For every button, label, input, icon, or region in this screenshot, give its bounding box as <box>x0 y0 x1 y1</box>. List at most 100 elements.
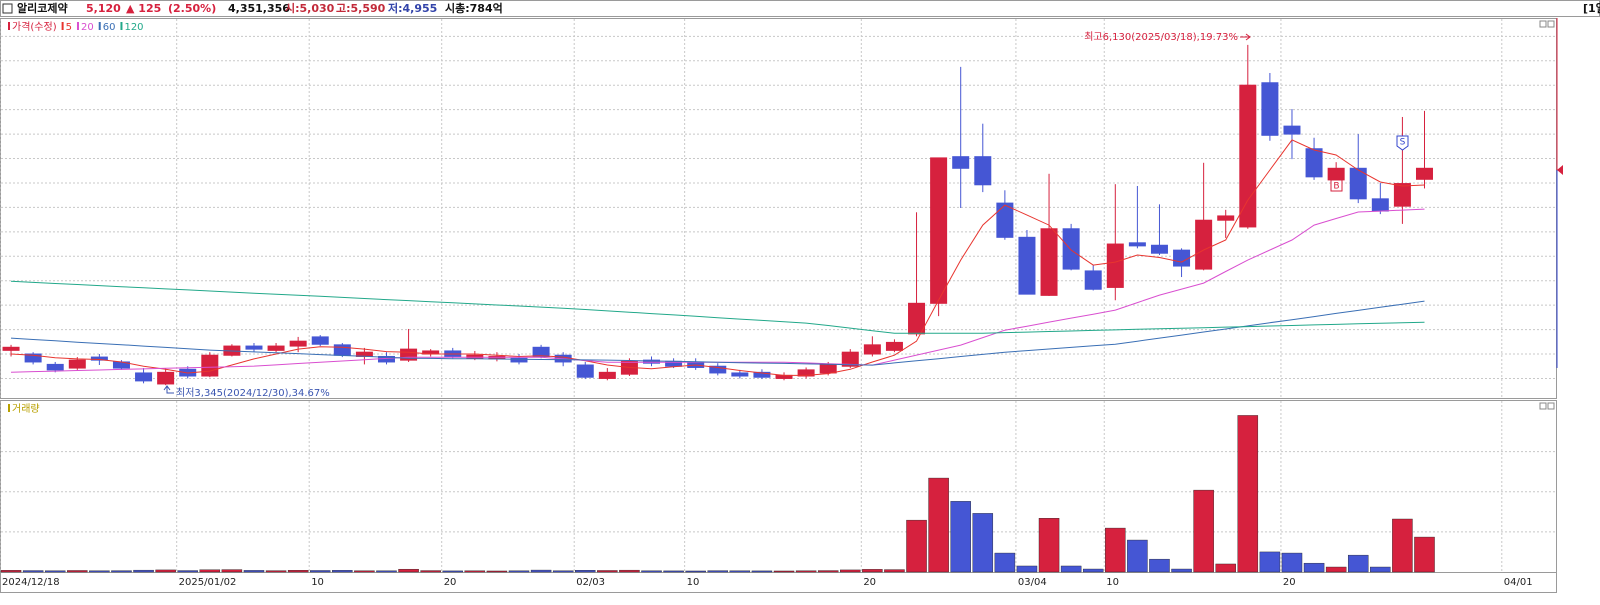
candle-body <box>974 156 992 186</box>
panel-button[interactable] <box>1547 402 1555 410</box>
x-tick-label: 10 <box>311 577 324 588</box>
candle-body <box>908 302 926 335</box>
x-axis-strip <box>0 572 1557 593</box>
volume-bar <box>376 570 397 573</box>
candle-body <box>996 202 1014 238</box>
volume-bar <box>1060 565 1082 573</box>
legend-swatch <box>61 22 64 30</box>
candle-body <box>510 357 528 363</box>
candle-body <box>201 354 219 377</box>
volume-bar <box>287 570 309 573</box>
volume-bar <box>862 569 883 573</box>
candle-body <box>333 344 351 356</box>
x-tick-label: 20 <box>444 577 457 588</box>
volume-bar <box>972 513 994 573</box>
candle-body <box>753 371 771 378</box>
volume-bar <box>243 570 265 573</box>
volume-bar <box>133 569 154 573</box>
candle-body <box>885 341 903 351</box>
price: 5,120 <box>86 2 121 15</box>
candle-body <box>1283 125 1301 135</box>
volume-bar <box>508 570 530 573</box>
candle-body <box>731 372 749 377</box>
volume-bar <box>1237 415 1259 573</box>
volume-bar <box>950 501 971 573</box>
low: 저:4,955 <box>388 1 437 15</box>
candle-body <box>797 369 815 377</box>
volume-bar <box>685 570 706 573</box>
price-panel <box>0 18 1557 399</box>
candle-body <box>1106 243 1124 288</box>
volume-bar <box>1193 489 1214 573</box>
volume-bar <box>1149 558 1170 573</box>
x-tick-label: 20 <box>1283 577 1296 588</box>
sell-signal-box <box>1396 135 1409 151</box>
volume-bar <box>221 569 243 573</box>
candle-body <box>245 345 263 350</box>
volume-bar <box>0 570 22 573</box>
candle-body <box>532 346 550 357</box>
volume-bar <box>442 570 463 573</box>
candle-body <box>311 336 329 345</box>
volume-bar <box>707 570 729 573</box>
volume-bar <box>530 569 552 573</box>
period[interactable]: [1일 <box>1583 1 1600 15</box>
volume-bar <box>1392 518 1413 573</box>
volume-bar <box>663 570 684 573</box>
x-tick-label: 10 <box>687 577 700 588</box>
candle-body <box>1393 183 1411 207</box>
candle-body <box>1239 84 1257 228</box>
volume-bar <box>1281 552 1303 573</box>
candle-body <box>819 363 837 374</box>
volume-bar <box>575 570 596 573</box>
legend-label: 가격(수정) <box>12 20 57 33</box>
candle-body <box>1195 219 1213 270</box>
volume-bar <box>729 570 751 573</box>
volume-bar <box>552 570 574 573</box>
volume-bar <box>1370 566 1391 573</box>
candle-body <box>576 364 594 378</box>
volume-bar <box>1347 554 1369 573</box>
x-tick-label: 04/01 <box>1504 577 1533 588</box>
candle-body <box>400 348 418 361</box>
candle-body <box>1150 244 1168 254</box>
panel-button[interactable] <box>1547 20 1555 28</box>
panel-button[interactable] <box>1539 20 1547 28</box>
checkbox[interactable] <box>2 3 13 14</box>
sell-signal: S <box>1400 138 1406 148</box>
candle-body <box>267 345 285 351</box>
legend-swatch <box>98 22 101 30</box>
high-annotation: 최고6,130(2025/03/18),19.73% <box>1084 31 1238 43</box>
volume-bar <box>1105 527 1126 573</box>
candle-body <box>841 351 859 367</box>
buy-signal-box <box>1330 179 1343 192</box>
high-arrow <box>1240 33 1251 41</box>
candle-body <box>1371 198 1389 212</box>
x-tick-label: 02/03 <box>576 577 605 588</box>
moving-average-line <box>10 280 1425 334</box>
candle-body <box>1128 242 1146 247</box>
panel-button[interactable] <box>1539 402 1547 410</box>
x-tick-label: 03/04 <box>1018 577 1047 588</box>
volume-bar <box>1171 568 1192 573</box>
candle-body <box>1349 167 1367 200</box>
marks: 2024/12/18 2025/01/02 10 20 02/03 10 20 03/04 10… <box>0 20 1533 588</box>
volume-bar <box>1082 568 1104 573</box>
volume-bar <box>420 570 441 573</box>
stock-name: 알리코제약 <box>17 1 68 15</box>
candle-body <box>952 156 970 169</box>
legend-label: 5 <box>66 22 72 33</box>
candle-body <box>24 353 42 363</box>
candle-body <box>46 363 64 371</box>
candle-body <box>157 371 175 385</box>
legend-swatch <box>8 404 10 412</box>
legend-label: 20 <box>81 22 94 33</box>
volume-bar <box>354 570 375 573</box>
candle-body <box>1217 215 1235 221</box>
legend-swatch <box>8 22 10 30</box>
candle-body <box>598 371 616 379</box>
volume-bar <box>398 568 419 573</box>
x-tick-label: 20 <box>863 577 876 588</box>
candle-body <box>2 346 20 351</box>
